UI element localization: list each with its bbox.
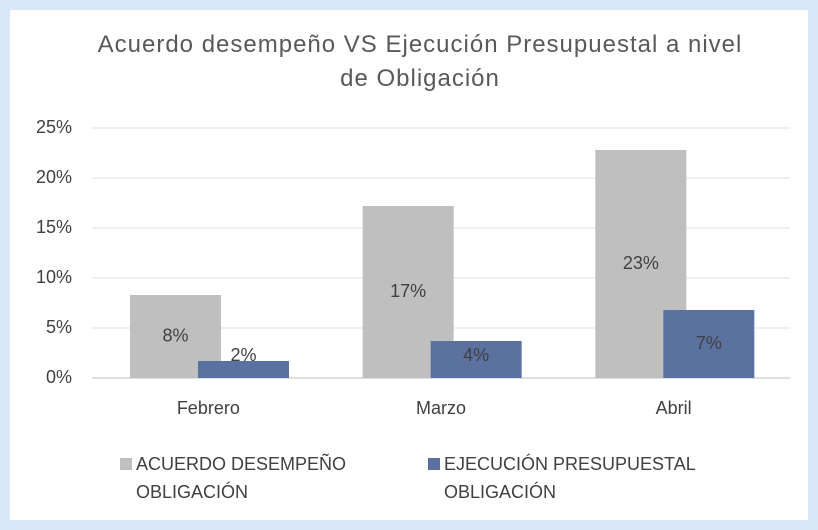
y-tick-label: 25% — [36, 117, 72, 137]
y-tick-label: 20% — [36, 167, 72, 187]
legend-label: EJECUCIÓN PRESUPUESTAL OBLIGACIÓN — [444, 454, 696, 502]
data-label: 2% — [230, 345, 256, 365]
y-tick-label: 5% — [46, 317, 72, 337]
legend-item: EJECUCIÓN PRESUPUESTAL OBLIGACIÓN — [428, 450, 718, 506]
legend-swatch — [120, 458, 132, 470]
x-tick-label: Febrero — [177, 398, 240, 418]
legend-item: ACUERDO DESEMPEÑO OBLIGACIÓN — [120, 450, 370, 506]
y-tick-label: 10% — [36, 267, 72, 287]
legend-swatch — [428, 458, 440, 470]
chart-title: Acuerdo desempeño VS Ejecución Presupues… — [97, 31, 743, 92]
bar — [430, 341, 522, 378]
x-tick-label: Marzo — [416, 398, 466, 418]
data-label: 8% — [162, 325, 188, 345]
data-label: 7% — [696, 333, 722, 353]
bar — [663, 310, 755, 378]
x-tick-label: Abril — [656, 398, 692, 418]
y-tick-label: 15% — [36, 217, 72, 237]
data-label: 17% — [390, 281, 426, 301]
bar — [198, 361, 289, 378]
data-label: 4% — [463, 345, 489, 365]
y-tick-label: 0% — [46, 367, 72, 387]
data-label: 23% — [623, 253, 659, 273]
legend-label: ACUERDO DESEMPEÑO OBLIGACIÓN — [136, 454, 347, 502]
